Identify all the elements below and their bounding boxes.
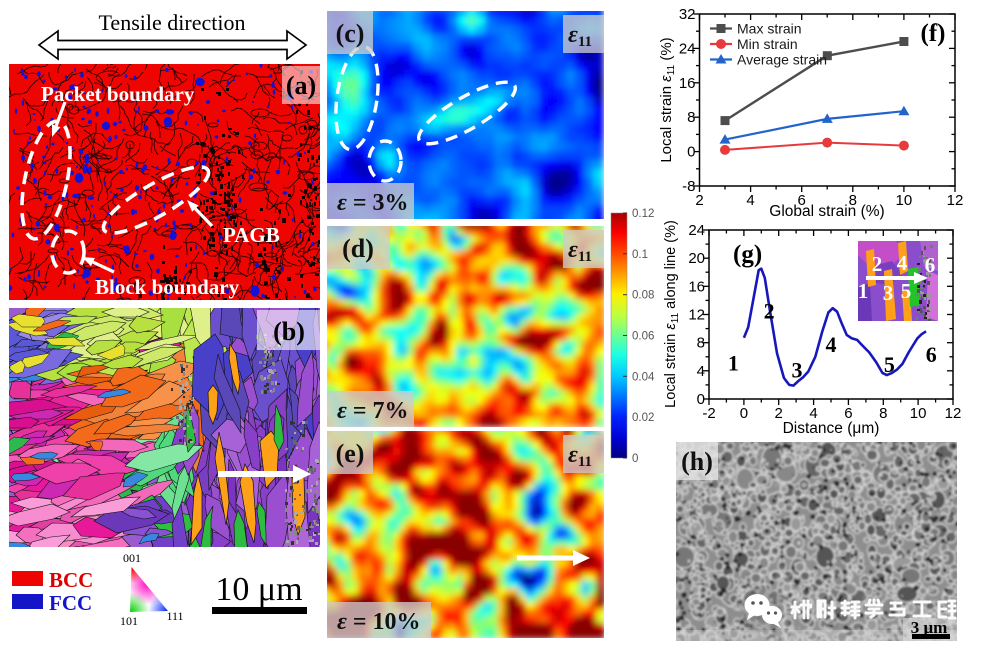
svg-text:20: 20 [688, 250, 705, 267]
svg-text:0: 0 [697, 391, 705, 408]
svg-text:Min strain: Min strain [737, 36, 798, 52]
svg-text:10: 10 [896, 192, 913, 209]
svg-text:16: 16 [688, 278, 705, 295]
svg-text:0: 0 [740, 405, 748, 422]
svg-text:(b): (b) [273, 317, 305, 346]
svg-text:0: 0 [632, 453, 638, 465]
svg-text:Packet boundary: Packet boundary [41, 82, 195, 106]
svg-text:Local strain ε11 along line (: Local strain ε11 along line (%) [663, 220, 681, 408]
svg-text:24: 24 [679, 40, 696, 57]
svg-text:FCC: FCC [49, 591, 92, 615]
svg-text:4: 4 [697, 363, 705, 380]
svg-text:111: 111 [166, 609, 183, 623]
svg-text:12: 12 [688, 307, 705, 324]
svg-text:Max strain: Max strain [737, 21, 802, 37]
svg-text:(f): (f) [921, 20, 946, 47]
svg-text:PAGB: PAGB [223, 223, 280, 247]
svg-text:Distance (μm): Distance (μm) [783, 420, 880, 437]
svg-text:101: 101 [120, 614, 138, 628]
svg-text:Global strain (%): Global strain (%) [769, 203, 884, 220]
svg-text:8: 8 [849, 192, 857, 209]
svg-text:(e): (e) [336, 439, 365, 468]
svg-text:001: 001 [123, 551, 141, 565]
svg-text:16: 16 [679, 75, 696, 92]
svg-text:6: 6 [925, 253, 936, 277]
svg-text:0.02: 0.02 [632, 412, 654, 424]
svg-text:32: 32 [679, 6, 696, 23]
svg-text:0.06: 0.06 [632, 331, 654, 343]
svg-text:3: 3 [883, 281, 894, 305]
svg-text:2: 2 [764, 298, 775, 323]
svg-text:(c): (c) [336, 19, 365, 48]
svg-text:0.04: 0.04 [632, 371, 655, 383]
svg-text:6: 6 [844, 405, 852, 422]
svg-text:Local strain ε11 (%): Local strain ε11 (%) [658, 37, 677, 162]
svg-text:Average strain: Average strain [737, 52, 827, 68]
svg-text:4: 4 [897, 251, 908, 275]
svg-text:Tensile direction: Tensile direction [99, 10, 246, 35]
svg-text:6: 6 [798, 192, 806, 209]
svg-text:0.1: 0.1 [632, 249, 648, 261]
svg-text:BCC: BCC [49, 568, 93, 592]
svg-text:10 μm: 10 μm [215, 571, 302, 608]
svg-text:6: 6 [926, 342, 937, 367]
svg-text:5: 5 [884, 352, 895, 377]
svg-text:5: 5 [901, 279, 912, 303]
svg-text:10: 10 [910, 405, 927, 422]
svg-text:3: 3 [792, 357, 803, 382]
svg-text:4: 4 [809, 405, 817, 422]
svg-text:2: 2 [695, 192, 703, 209]
svg-text:8: 8 [879, 405, 887, 422]
svg-text:Block boundary: Block boundary [95, 275, 240, 299]
svg-text:4: 4 [746, 192, 754, 209]
svg-text:12: 12 [945, 405, 962, 422]
svg-text:12: 12 [947, 192, 964, 209]
svg-text:0.12: 0.12 [632, 208, 654, 220]
svg-text:1: 1 [858, 279, 869, 303]
svg-text:ε = 10%: ε = 10% [337, 609, 421, 635]
svg-text:-8: -8 [682, 178, 695, 195]
svg-text:8: 8 [697, 335, 705, 352]
svg-text:(d): (d) [342, 234, 374, 263]
svg-text:1: 1 [728, 350, 739, 375]
svg-text:4: 4 [826, 332, 837, 357]
svg-text:-2: -2 [702, 405, 715, 422]
svg-text:24: 24 [688, 222, 705, 239]
svg-text:0.08: 0.08 [632, 290, 654, 302]
svg-text:2: 2 [775, 405, 783, 422]
svg-text:8: 8 [687, 109, 695, 126]
svg-text:2: 2 [872, 252, 883, 276]
svg-text:(g): (g) [733, 241, 762, 268]
svg-text:ε = 3%: ε = 3% [337, 190, 409, 216]
svg-text:ε = 7%: ε = 7% [337, 398, 409, 424]
svg-text:(a): (a) [286, 71, 316, 100]
svg-text:0: 0 [687, 144, 695, 161]
